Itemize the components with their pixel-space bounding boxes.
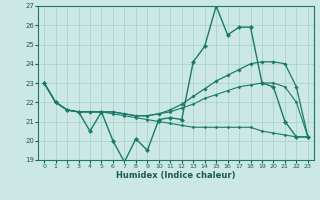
X-axis label: Humidex (Indice chaleur): Humidex (Indice chaleur)	[116, 171, 236, 180]
